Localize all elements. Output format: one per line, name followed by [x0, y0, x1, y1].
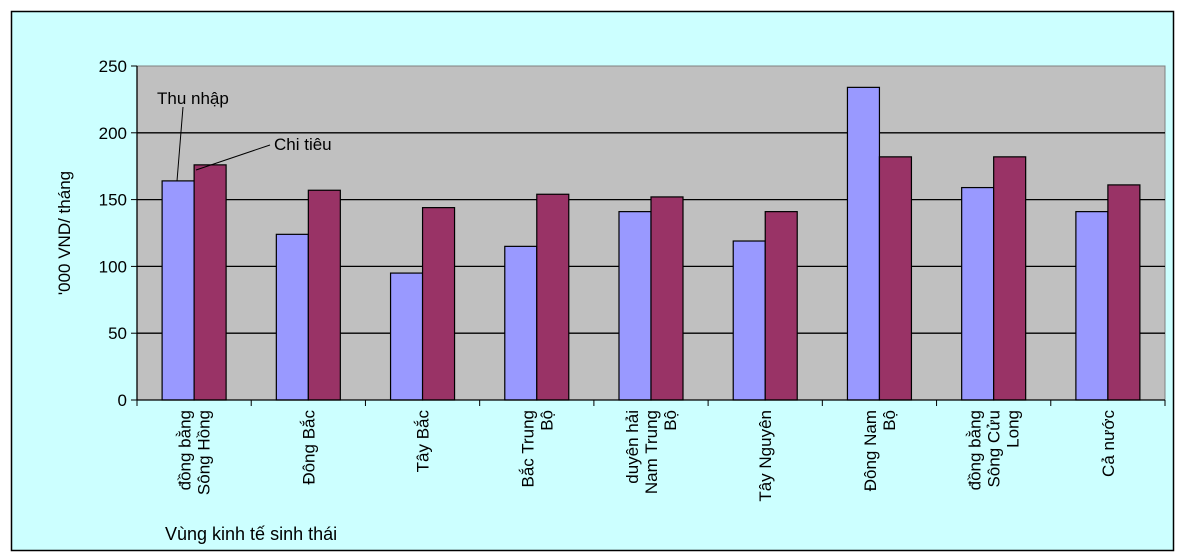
x-tick-label: Đông Nam Bộ: [861, 410, 899, 491]
bars: [161, 86, 1141, 401]
annotation-chi-tieu: Chi tiêu: [195, 135, 332, 171]
bar-thu-nhap: [732, 240, 766, 401]
x-tick-label-line: Tây Nguyên: [756, 410, 775, 502]
bar-thu-nhap: [618, 211, 652, 401]
annotation-thu-nhap-label: Thu nhập: [157, 89, 229, 108]
y-tick-label: 150: [99, 191, 127, 210]
axes: [131, 65, 1166, 406]
x-tick-labels: đồng bằng Sông Hồng Đông Bắc Tây Bắc Bắc Tru…: [176, 410, 1118, 502]
x-tick-label-line: Đông Nam: [861, 410, 880, 491]
x-tick-label-line: Bắc Trung: [518, 410, 537, 488]
x-tick-label: đồng bằng Sông Hồng: [176, 410, 214, 495]
y-tick-label: 200: [99, 124, 127, 143]
annotation-thu-nhap-leader: [176, 106, 184, 182]
x-tick-label-line: duyên hải: [623, 410, 642, 484]
x-tick-label: Bắc Trung Bộ: [518, 410, 556, 488]
x-tick-label-line: Đông Bắc: [299, 410, 318, 485]
y-tick-label: 250: [99, 57, 127, 76]
x-tick-label-line: đồng bằng: [966, 410, 985, 490]
x-tick-label: Đông Bắc: [299, 410, 318, 485]
y-tick-label: 100: [99, 257, 127, 276]
y-tick-label: 0: [118, 391, 127, 410]
bar-chi-tieu: [193, 164, 227, 401]
x-tick-label-line: Long: [1004, 410, 1023, 448]
bar-thu-nhap: [275, 233, 309, 401]
annotation-thu-nhap: Thu nhập: [157, 89, 229, 182]
x-tick-label: duyên hải Nam Trung Bộ: [623, 410, 680, 494]
bar-chi-tieu: [536, 193, 570, 401]
bar-chi-tieu: [421, 207, 456, 401]
annotation-chi-tieu-leader: [195, 144, 271, 171]
bar-chi-tieu: [764, 211, 798, 401]
bar-chi-tieu: [307, 189, 341, 401]
x-tick-label-line: Bộ: [661, 410, 680, 431]
y-tick-label: 50: [108, 324, 127, 343]
x-tick-label-line: Nam Trung: [642, 410, 661, 494]
y-tick-labels: 0 50 100 150 200 250: [99, 57, 127, 410]
x-tick-label-line: Tây Bắc: [414, 410, 433, 473]
bar-chi-tieu: [650, 196, 684, 401]
annotation-chi-tieu-label: Chi tiêu: [274, 135, 332, 154]
bar-thu-nhap: [504, 245, 538, 401]
x-tick-label-line: đồng bằng: [176, 410, 195, 490]
bar-thu-nhap: [1075, 211, 1109, 401]
bar-thu-nhap: [389, 272, 424, 401]
bar-chi-tieu: [878, 156, 913, 401]
x-tick-label-line: Bộ: [880, 410, 899, 431]
bar-thu-nhap: [961, 186, 995, 401]
bar-thu-nhap: [846, 86, 881, 401]
x-axis-label: Vùng kinh tế sinh thái: [165, 524, 337, 544]
x-tick-label-line: Sông Hồng: [195, 410, 214, 495]
x-tick-label-line: Cả nước: [1099, 410, 1118, 477]
bar-thu-nhap: [161, 180, 195, 401]
x-tick-label: Cả nước: [1099, 410, 1118, 477]
x-tick-label: Tây Bắc: [414, 410, 433, 473]
bar-chi-tieu: [1107, 184, 1141, 401]
x-tick-label-line: Sông Cửu: [985, 410, 1004, 488]
bar-chi-tieu: [993, 156, 1027, 401]
x-tick-label: Tây Nguyên: [756, 410, 775, 502]
x-tick-label: đồng bằng Sông Cửu Long: [966, 410, 1023, 490]
y-axis-label: '000 VND/ tháng: [55, 171, 74, 295]
x-tick-label-line: Bộ: [537, 410, 556, 431]
